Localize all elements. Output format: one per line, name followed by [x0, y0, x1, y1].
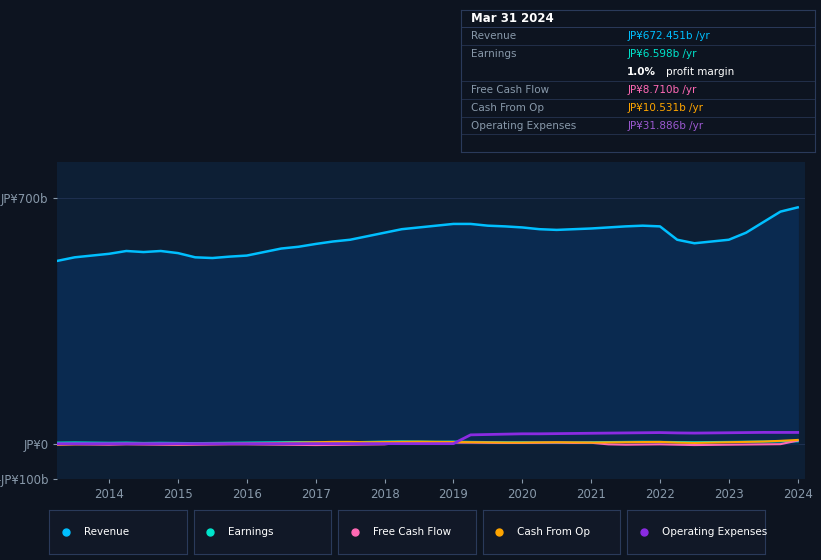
Text: JP¥6.598b /yr: JP¥6.598b /yr: [627, 49, 697, 59]
Text: Free Cash Flow: Free Cash Flow: [471, 85, 549, 95]
Text: Revenue: Revenue: [84, 527, 129, 537]
Text: Earnings: Earnings: [471, 49, 516, 59]
Text: 1.0%: 1.0%: [627, 67, 656, 77]
Text: JP¥31.886b /yr: JP¥31.886b /yr: [627, 120, 704, 130]
Text: Earnings: Earnings: [228, 527, 273, 537]
Text: JP¥8.710b /yr: JP¥8.710b /yr: [627, 85, 697, 95]
Text: JP¥672.451b /yr: JP¥672.451b /yr: [627, 31, 710, 41]
Text: Operating Expenses: Operating Expenses: [662, 527, 767, 537]
Text: Free Cash Flow: Free Cash Flow: [373, 527, 451, 537]
Text: JP¥10.531b /yr: JP¥10.531b /yr: [627, 102, 704, 113]
Text: Mar 31 2024: Mar 31 2024: [471, 12, 554, 25]
Text: Cash From Op: Cash From Op: [471, 102, 544, 113]
Text: Operating Expenses: Operating Expenses: [471, 120, 576, 130]
Text: Cash From Op: Cash From Op: [517, 527, 590, 537]
Text: profit margin: profit margin: [667, 67, 735, 77]
Text: Revenue: Revenue: [471, 31, 516, 41]
